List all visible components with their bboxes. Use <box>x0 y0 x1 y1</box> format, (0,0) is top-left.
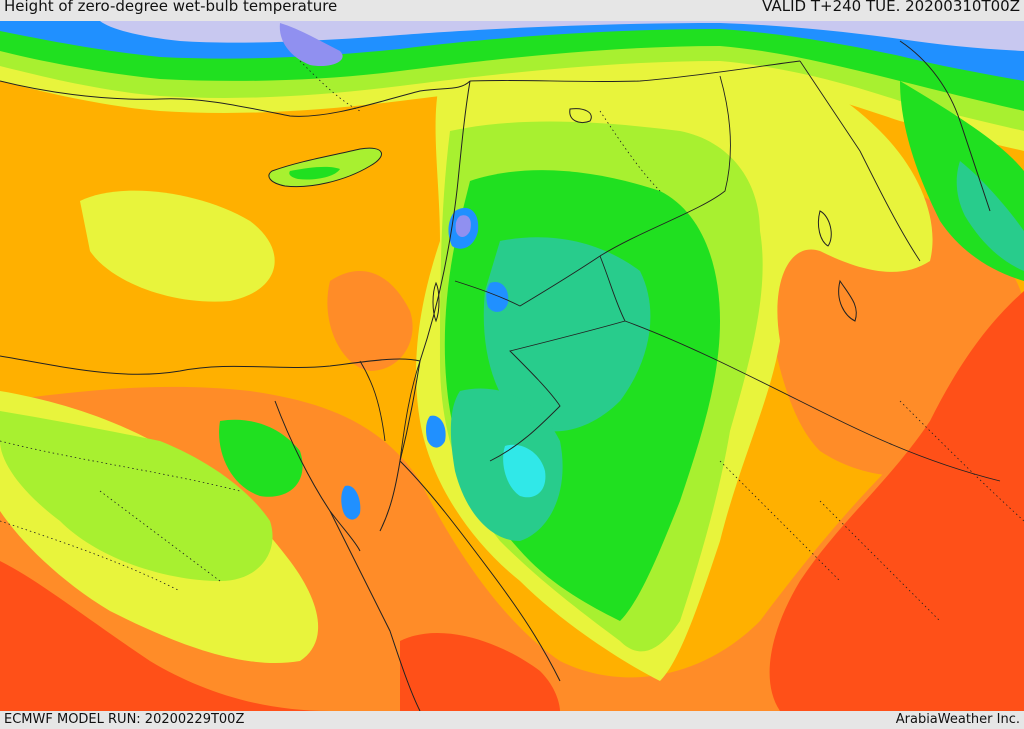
zone-hot-redsea <box>400 632 560 711</box>
province-lines-turkey <box>299 60 661 192</box>
cyprus-coast <box>268 147 382 188</box>
zone-lime-egypt <box>0 411 273 581</box>
coast-egypt-north <box>0 355 421 375</box>
valid-time: VALID T+240 TUE. 20200310T00Z <box>762 0 1020 15</box>
gulf-coast <box>838 279 857 322</box>
header-bar: Height of zero-degree wet-bulb temperatu… <box>0 0 1024 21</box>
zone-blue-hejaz <box>426 415 446 448</box>
zone-teal-caspian <box>956 161 1024 271</box>
border-jordan-saudi <box>489 320 626 462</box>
lake-urmia <box>817 210 832 247</box>
dead-sea <box>432 281 440 323</box>
zone-cyan-hejaz <box>503 444 546 498</box>
border-egypt-israel <box>399 360 421 462</box>
coast-red-sea-east <box>399 460 561 682</box>
lake-van <box>569 108 592 123</box>
footer-bar: ECMWF MODEL RUN: 20200229T00Z ArabiaWeat… <box>0 711 1024 729</box>
map-title: Height of zero-degree wet-bulb temperatu… <box>4 0 338 15</box>
province-lines-saudi <box>719 400 1024 622</box>
caspian-coast <box>899 40 991 212</box>
zone-teal-jordan <box>483 237 651 432</box>
zone-hot-southeast <box>769 291 1024 711</box>
zone-blue-jordan <box>486 281 509 312</box>
coastlines <box>0 40 991 711</box>
border-syria-iraq <box>599 75 731 257</box>
border-syria-jordan <box>454 255 601 307</box>
border-iran-iraq <box>799 60 921 262</box>
zone-yellow-turkey <box>80 190 275 302</box>
cyprus-core <box>289 166 340 180</box>
coast-red-sea-west <box>329 510 421 711</box>
border-egypt-sudan <box>359 360 386 442</box>
coast-sinai-gulf-suez <box>274 400 361 552</box>
weather-map <box>0 21 1024 711</box>
zone-violet-lebanon <box>455 215 471 237</box>
zone-snow-north <box>100 21 1024 51</box>
zone-warm-sinai <box>327 271 413 371</box>
zone-hot-southwest <box>0 561 330 711</box>
border-syria-turkey <box>469 60 801 83</box>
dotted-provinces <box>0 60 1024 622</box>
credit: ArabiaWeather Inc. <box>895 712 1020 727</box>
border-jordan-iraq <box>599 255 626 322</box>
coast-turkey-south <box>0 80 471 117</box>
border-iraq-saudi <box>624 320 1001 482</box>
map-canvas <box>0 21 1024 711</box>
zone-green-sinai <box>219 419 303 497</box>
borders <box>359 60 1001 482</box>
zone-blue-sinai <box>341 485 361 520</box>
model-run: ECMWF MODEL RUN: 20200229T00Z <box>4 712 245 727</box>
zone-violet-caucasus <box>279 23 343 67</box>
province-lines-egypt <box>0 440 241 592</box>
